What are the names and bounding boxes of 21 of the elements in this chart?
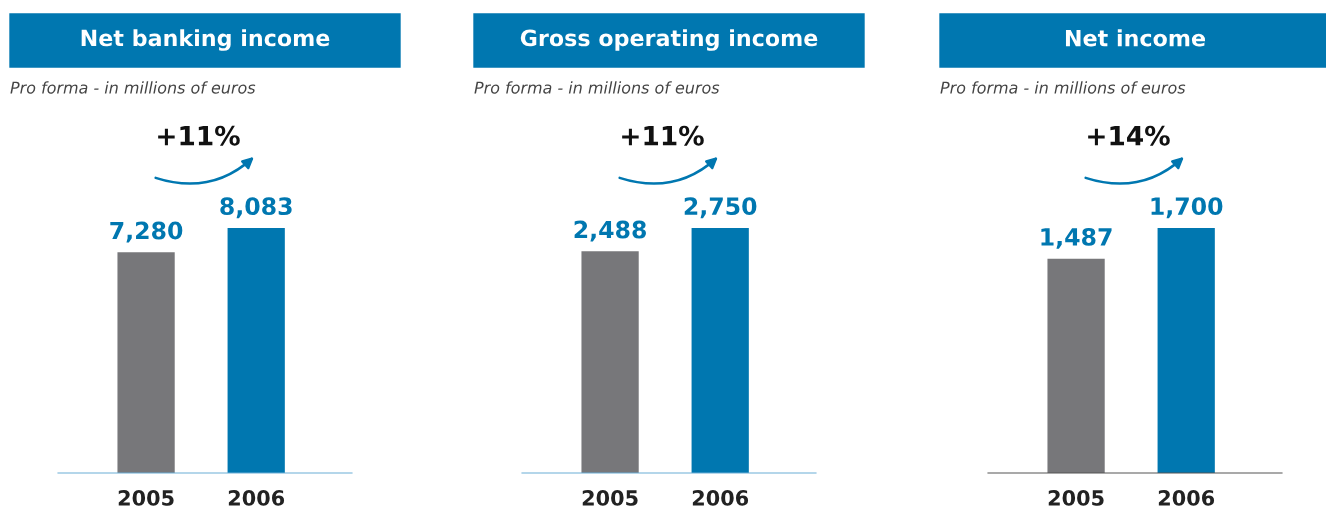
x-tick-label: 2005 [582, 490, 638, 506]
x-tick-label: 2006 [228, 490, 285, 506]
data-label: 8,083 [220, 197, 292, 219]
chart-subtitle: Pro forma - in millions of euros [474, 81, 720, 94]
x-tick-label: 2005 [1048, 490, 1104, 506]
data-label: 1,487 [1041, 227, 1112, 249]
chart-subtitle: Pro forma - in millions of euros [10, 81, 256, 94]
x-tick-label: 2006 [1158, 490, 1215, 506]
chart-title: Gross operating income [520, 29, 818, 51]
x-tick-label: 2006 [692, 490, 749, 506]
data-label: 2,750 [684, 197, 757, 219]
text: +14% [1088, 125, 1170, 146]
data-label: 1,700 [1151, 197, 1223, 219]
chart-subtitle: Pro forma - in millions of euros [940, 81, 1186, 94]
chart-title: Net banking income [81, 29, 330, 51]
text: +11% [158, 125, 240, 146]
x-tick-label: 2005 [118, 490, 174, 506]
chart-title: Net income [1065, 29, 1205, 47]
text: +11% [622, 125, 704, 146]
data-label: 2,488 [574, 220, 646, 242]
data-label: 7,280 [110, 221, 183, 243]
